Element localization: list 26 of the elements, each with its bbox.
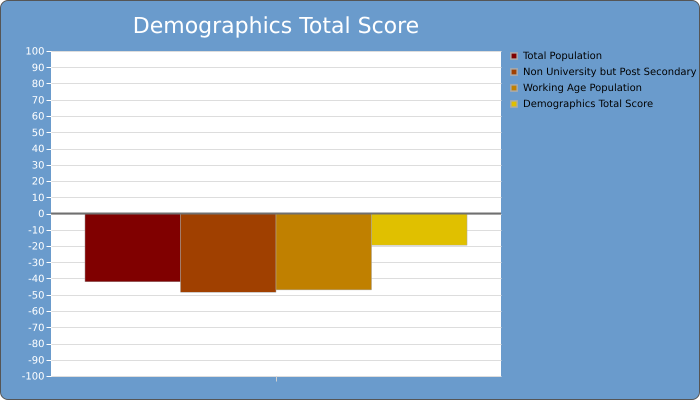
y-tick-label: 40 [32,144,44,155]
y-tick-label: -100 [22,372,44,382]
y-tick-label: -50 [28,290,44,302]
y-tick-label: 70 [32,95,44,106]
y-tick-label: 60 [32,112,44,122]
y-tick-label: -60 [28,306,44,318]
y-tick-label: 90 [32,62,44,74]
legend-label: Demographics Total Score [523,99,654,110]
chart-title: Demographics Total Score [132,14,420,39]
y-tick-label: -10 [28,225,44,236]
legend-label: Total Population [522,51,602,62]
y-tick-label: 10 [32,192,44,204]
legend-label: Non University but Post Secondary [523,67,697,78]
y-tick-label: -90 [28,355,44,366]
y-tick-label: 30 [32,160,44,172]
y-tick-label: 80 [32,79,44,90]
y-tick-label: -80 [28,339,44,350]
y-tick-label: 20 [32,176,44,188]
y-tick-label: -40 [28,274,44,285]
y-tick-label: -70 [28,322,44,334]
y-tick-label: 50 [32,128,44,139]
y-tick-label: -30 [28,258,44,269]
y-tick-label: -20 [28,242,44,252]
legend-label: Working Age Population [523,83,642,94]
y-tick-label: 100 [25,46,44,58]
y-tick-label: 0 [38,209,44,220]
